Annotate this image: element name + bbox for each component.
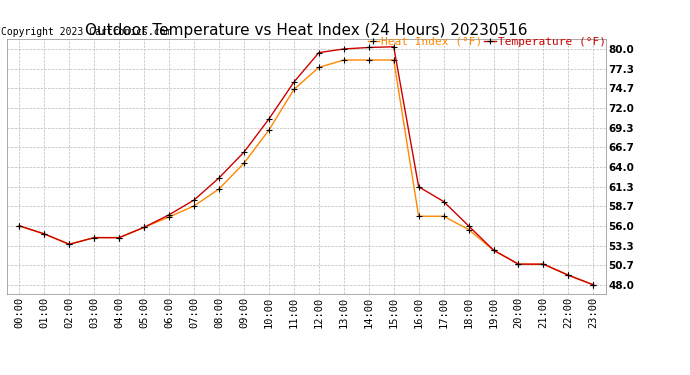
Heat Index (°F) (240, 161, 248, 165)
Temperature (°F) (265, 117, 273, 121)
Temperature (°F) (215, 176, 223, 180)
Temperature (°F) (514, 262, 522, 266)
Heat Index (°F) (415, 214, 423, 219)
Temperature (°F) (165, 213, 173, 217)
Temperature (°F) (65, 242, 73, 246)
Line: Heat Index (°F): Heat Index (°F) (17, 57, 596, 288)
Temperature (°F) (190, 198, 198, 202)
Temperature (°F) (339, 47, 348, 51)
Heat Index (°F) (115, 236, 124, 240)
Temperature (°F) (115, 236, 124, 240)
Heat Index (°F) (265, 128, 273, 132)
Temperature (°F) (240, 150, 248, 154)
Heat Index (°F) (65, 242, 73, 246)
Temperature (°F) (40, 232, 48, 236)
Temperature (°F) (415, 184, 423, 189)
Temperature (°F) (364, 45, 373, 50)
Temperature (°F) (540, 262, 548, 266)
Temperature (°F) (564, 273, 573, 278)
Heat Index (°F) (390, 58, 398, 62)
Temperature (°F) (315, 50, 323, 55)
Heat Index (°F) (215, 187, 223, 191)
Heat Index (°F) (364, 58, 373, 62)
Text: Copyright 2023 Cartronics.com: Copyright 2023 Cartronics.com (1, 27, 171, 37)
Temperature (°F) (489, 248, 497, 252)
Line: Temperature (°F): Temperature (°F) (17, 44, 596, 288)
Heat Index (°F) (464, 227, 473, 232)
Heat Index (°F) (290, 87, 298, 92)
Temperature (°F) (464, 224, 473, 228)
Temperature (°F) (390, 45, 398, 49)
Title: Outdoor Temperature vs Heat Index (24 Hours) 20230516: Outdoor Temperature vs Heat Index (24 Ho… (85, 23, 528, 38)
Heat Index (°F) (315, 65, 323, 70)
Heat Index (°F) (190, 204, 198, 208)
Heat Index (°F) (489, 248, 497, 252)
Temperature (°F) (589, 282, 598, 287)
Temperature (°F) (290, 80, 298, 84)
Heat Index (°F) (15, 224, 23, 228)
Heat Index (°F) (165, 215, 173, 219)
Heat Index (°F) (514, 262, 522, 266)
Temperature (°F) (90, 236, 99, 240)
Heat Index (°F) (540, 262, 548, 266)
Heat Index (°F) (589, 282, 598, 287)
Heat Index (°F) (564, 273, 573, 278)
Heat Index (°F) (90, 236, 99, 240)
Heat Index (°F) (339, 58, 348, 62)
Heat Index (°F) (440, 214, 448, 219)
Temperature (°F) (440, 199, 448, 204)
Heat Index (°F) (140, 225, 148, 230)
Legend: Heat Index (°F), Temperature (°F): Heat Index (°F), Temperature (°F) (368, 37, 606, 47)
Temperature (°F) (140, 225, 148, 230)
Heat Index (°F) (40, 232, 48, 236)
Temperature (°F) (15, 224, 23, 228)
